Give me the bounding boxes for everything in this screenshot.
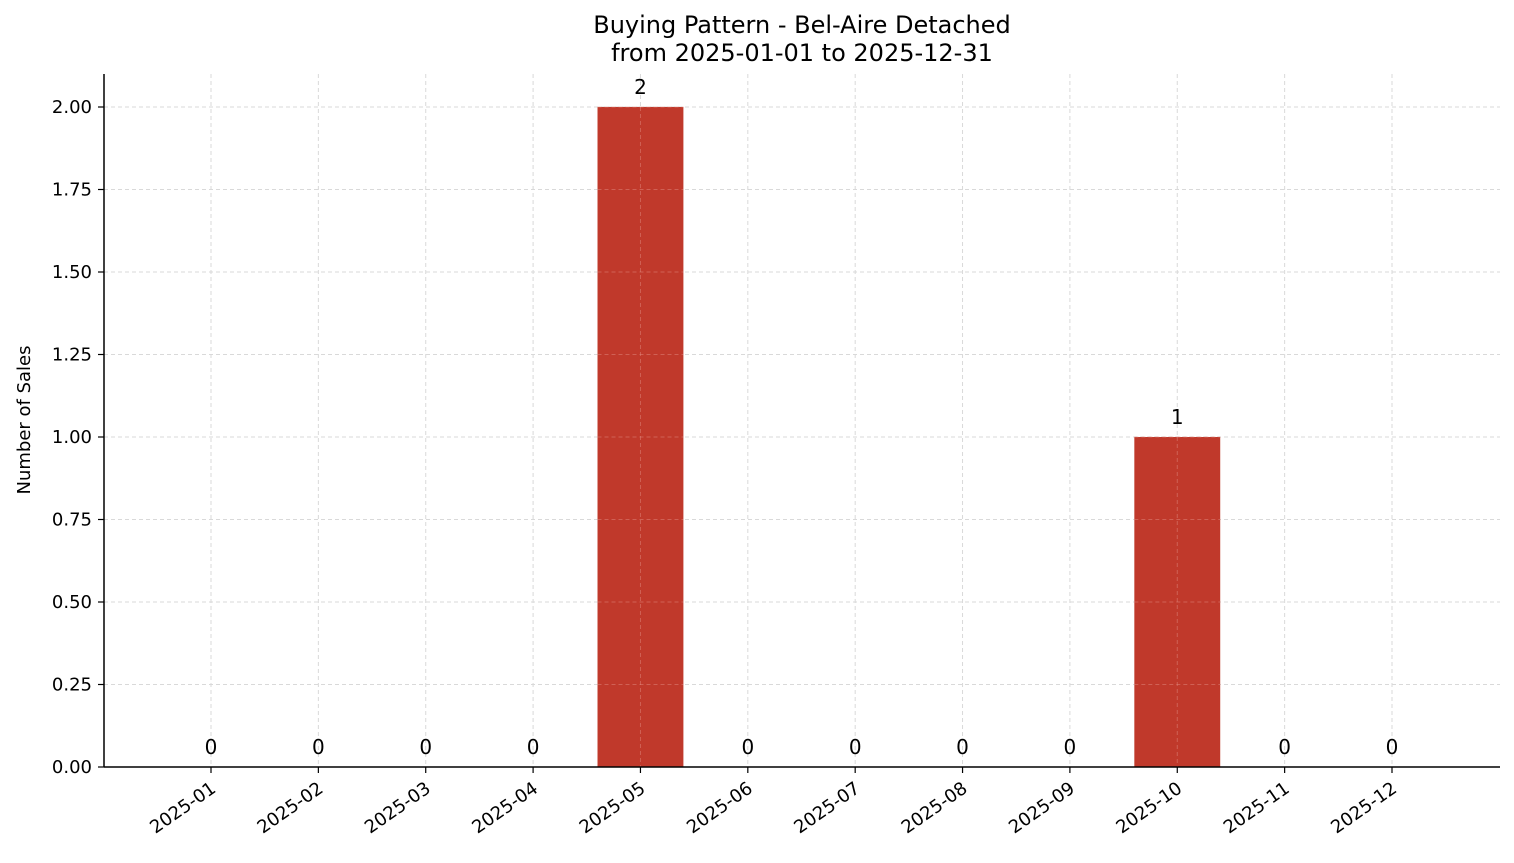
data-label: 0 [741, 735, 754, 759]
x-tick-label: 2025-08 [898, 778, 972, 838]
y-tick-label: 0.75 [52, 510, 92, 531]
grid-layer [104, 74, 1500, 767]
data-label: 1 [1171, 405, 1184, 429]
x-tick-label: 2025-05 [576, 778, 650, 838]
x-tick-label: 2025-02 [254, 778, 328, 838]
data-label: 0 [1386, 735, 1399, 759]
y-tick-label: 0.25 [52, 675, 92, 696]
data-labels-layer: 0 0 0 0 2 0 0 0 0 1 0 0 [205, 75, 1399, 759]
x-tick-label: 2025-01 [146, 778, 220, 838]
data-label: 0 [956, 735, 969, 759]
chart-title: Buying Pattern - Bel-Aire Detached [593, 11, 1011, 39]
y-axis-label: Number of Sales [14, 345, 35, 494]
data-label: 0 [1064, 735, 1077, 759]
y-tick-label: 1.25 [52, 345, 92, 366]
y-tick-label: 0.50 [52, 592, 92, 613]
x-tick-label: 2025-11 [1220, 778, 1294, 838]
y-tick-label: 2.00 [52, 97, 92, 118]
x-tick-label: 2025-07 [790, 778, 864, 838]
data-label: 0 [1278, 735, 1291, 759]
x-tick-label: 2025-03 [361, 778, 435, 838]
data-label: 0 [849, 735, 862, 759]
chart-title-group: Buying Pattern - Bel-Aire Detached from … [593, 11, 1011, 67]
x-tick-label: 2025-06 [683, 778, 757, 838]
chart-subtitle: from 2025-01-01 to 2025-12-31 [611, 39, 993, 67]
x-tick-label: 2025-12 [1327, 778, 1401, 838]
data-label: 0 [527, 735, 540, 759]
bars-layer [597, 106, 1221, 767]
data-label: 0 [205, 735, 218, 759]
x-tick-label: 2025-09 [1005, 778, 1079, 838]
data-label: 0 [312, 735, 325, 759]
y-tick-label: 0.00 [52, 757, 92, 778]
y-tick-label: 1.75 [52, 180, 92, 201]
data-label: 0 [419, 735, 432, 759]
y-tick-label: 1.00 [52, 427, 92, 448]
x-tick-label: 2025-10 [1112, 778, 1186, 838]
y-tick-label: 1.50 [52, 262, 92, 283]
x-tick-label: 2025-04 [468, 778, 542, 838]
data-label: 2 [634, 75, 647, 99]
axes-layer [103, 74, 1500, 768]
